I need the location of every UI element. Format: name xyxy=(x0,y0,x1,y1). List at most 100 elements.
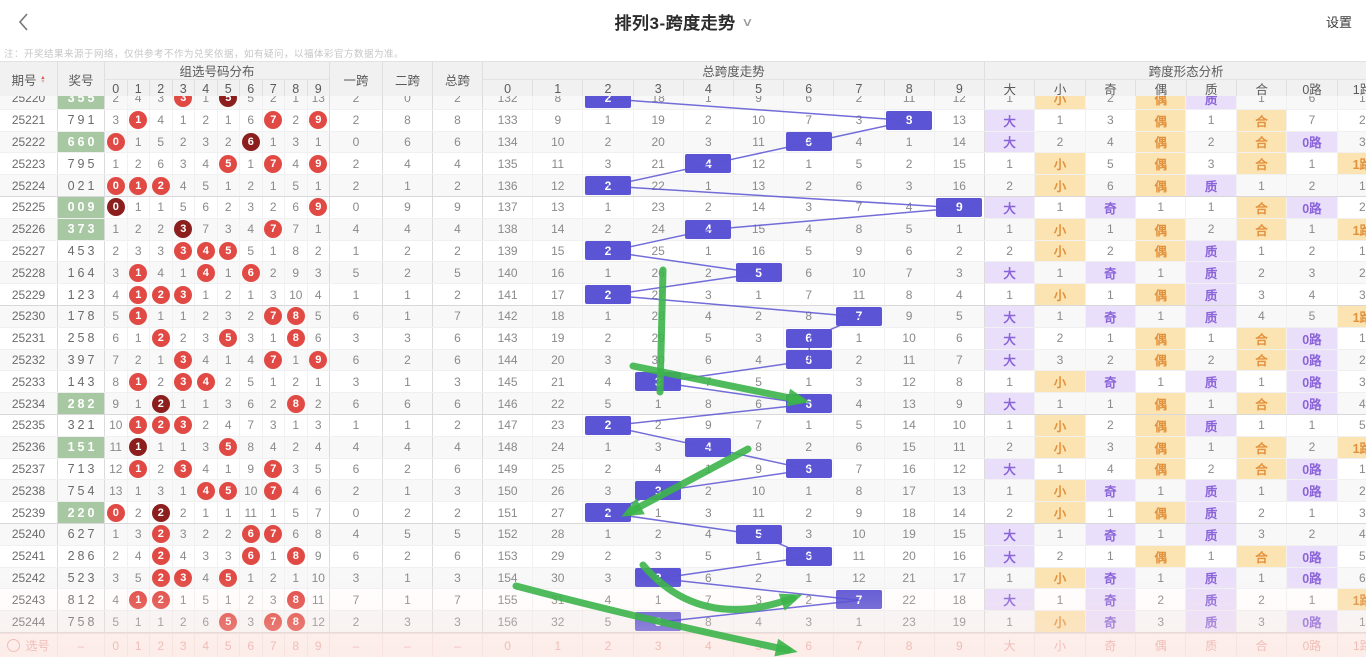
pick-dist-digit[interactable]: 4 xyxy=(195,634,218,657)
chevron-down-icon: ∨ xyxy=(740,15,754,29)
trend-cell: 4 xyxy=(684,436,734,458)
dist-cell: 6 xyxy=(308,327,330,349)
period-cell: 25221 xyxy=(0,109,58,131)
trend-cell: 6 xyxy=(684,567,734,589)
pick-dist-digit[interactable]: 6 xyxy=(240,634,263,657)
pick-row-label[interactable]: 选号 xyxy=(0,634,58,657)
pick-pattern-cell[interactable]: 质 xyxy=(1186,634,1237,657)
dist-cell: 3 xyxy=(173,153,195,175)
pattern-cell: 1路 xyxy=(1337,218,1366,240)
dist-cell: 2 xyxy=(195,306,218,327)
span2-cell: 3 xyxy=(383,611,433,632)
pick-trend-digit[interactable]: 3 xyxy=(634,634,684,657)
pattern-cell: 2 xyxy=(1186,131,1237,153)
page-title-dropdown[interactable]: 排列3-跨度走势 ∨ xyxy=(0,0,1366,42)
pick-pattern-cell[interactable]: 0路 xyxy=(1287,634,1338,657)
trend-cell: 2 xyxy=(583,545,634,567)
dist-cell: 7 xyxy=(263,349,285,371)
pick-dist-digit[interactable]: 8 xyxy=(285,634,308,657)
trend-cell: 1 xyxy=(634,393,684,414)
dist-cell: 1 xyxy=(128,415,150,436)
dist-cell: 2 xyxy=(128,349,150,371)
dist-cell: 2 xyxy=(150,589,173,611)
pick-trend-digit[interactable]: 0 xyxy=(483,634,534,657)
dist-cell: 1 xyxy=(173,436,195,458)
dist-hit-circle: 1 xyxy=(129,459,148,478)
dist-cell: 5 xyxy=(105,611,128,632)
trend-cell: 2 xyxy=(583,458,634,480)
dist-hit-circle: 1 xyxy=(129,263,148,282)
pattern-cell: 1 xyxy=(1186,109,1237,131)
dist-cell: 1 xyxy=(105,153,128,175)
column-header-pattern-8: 1路 xyxy=(1338,80,1366,97)
pick-dist-digit[interactable]: 1 xyxy=(128,634,150,657)
pattern-cell: 1 xyxy=(1035,306,1086,327)
pick-trend-digit[interactable]: 5 xyxy=(734,634,785,657)
dist-hit-circle: 7 xyxy=(264,307,283,326)
trend-cell: 3 xyxy=(634,371,684,393)
dist-hit-circle: 2 xyxy=(151,525,170,544)
trend-cell: 19 xyxy=(935,611,985,632)
column-group-span-trend: 总跨度走势 xyxy=(483,62,985,80)
pattern-cell: 1 xyxy=(1086,502,1137,523)
dist-cell: 0 xyxy=(105,131,128,153)
span-total-cell: 7 xyxy=(433,306,483,327)
dist-cell: 2 xyxy=(173,611,195,632)
pattern-cell: 合 xyxy=(1236,349,1288,371)
pick-dist-digit[interactable]: 7 xyxy=(263,634,285,657)
trend-cell: 13 xyxy=(935,480,985,502)
pattern-cell: 2 xyxy=(1186,458,1237,480)
column-header-dist-digit-5: 5 xyxy=(218,80,240,97)
span2-cell: 0 xyxy=(383,96,433,109)
settings-button[interactable]: 设置 xyxy=(1325,15,1352,30)
pattern-cell: 4 xyxy=(1086,458,1137,480)
pick-pattern-cell[interactable]: 偶 xyxy=(1136,634,1187,657)
pattern-cell: 合 xyxy=(1236,131,1288,153)
pick-pattern-cell[interactable]: 奇 xyxy=(1086,634,1137,657)
radio-icon[interactable] xyxy=(7,639,21,652)
span-total-cell: 6 xyxy=(433,458,483,480)
dist-hit-circle: 5 xyxy=(219,481,238,500)
pick-dist-digit[interactable]: 2 xyxy=(150,634,173,657)
pattern-cell: 1 xyxy=(1035,589,1086,611)
pick-dist-digit[interactable]: 9 xyxy=(308,634,330,657)
pick-trend-digit[interactable]: 8 xyxy=(885,634,935,657)
dist-hit-circle: 0 xyxy=(106,198,125,217)
dist-hit-circle: 8 xyxy=(286,612,305,631)
pick-dist-digit[interactable]: 3 xyxy=(173,634,195,657)
prize-cell: 355 xyxy=(58,96,105,109)
dist-hit-circle: 1 xyxy=(129,372,148,391)
pick-dist-digit[interactable]: 5 xyxy=(218,634,240,657)
pick-pattern-cell[interactable]: 小 xyxy=(1035,634,1086,657)
dist-cell: 1 xyxy=(218,175,240,196)
column-header-period[interactable]: 期号 ▲ ▼ xyxy=(0,62,58,97)
pick-trend-digit[interactable]: 9 xyxy=(935,634,985,657)
dist-hit-circle: 1 xyxy=(129,307,148,326)
pattern-cell: 3 xyxy=(1237,524,1288,545)
pattern-cell: 2 xyxy=(1287,524,1338,545)
pattern-cell: 奇 xyxy=(1085,306,1137,327)
pattern-cell: 5 xyxy=(1287,306,1338,327)
pick-trend-digit[interactable]: 4 xyxy=(684,634,734,657)
pick-dist-digit[interactable]: 0 xyxy=(105,634,128,657)
pick-trend-digit[interactable]: 1 xyxy=(533,634,584,657)
pattern-cell: 1 xyxy=(985,480,1036,502)
pick-trend-digit[interactable]: 2 xyxy=(583,634,634,657)
pattern-cell: 小 xyxy=(1035,567,1086,589)
span2-cell: 4 xyxy=(383,436,433,458)
dist-hit-circle: 8 xyxy=(286,547,305,566)
span1-cell: 0 xyxy=(330,131,383,153)
pick-trend-digit[interactable]: 7 xyxy=(834,634,885,657)
trend-cell: 11 xyxy=(734,502,785,523)
pick-pattern-cell[interactable]: 大 xyxy=(985,634,1036,657)
pick-pattern-cell[interactable]: 合 xyxy=(1237,634,1288,657)
trend-cell: 10 xyxy=(533,131,584,153)
pick-pattern-cell[interactable]: 1路 xyxy=(1338,634,1366,657)
pattern-cell: 1 xyxy=(1136,371,1187,393)
pattern-cell: 6 xyxy=(1086,175,1137,196)
trend-cell: 148 xyxy=(483,436,534,458)
trend-cell: 7 xyxy=(834,589,885,611)
pattern-cell: 2 xyxy=(1338,110,1366,131)
back-button[interactable] xyxy=(10,9,36,35)
pick-trend-digit[interactable]: 6 xyxy=(784,634,835,657)
